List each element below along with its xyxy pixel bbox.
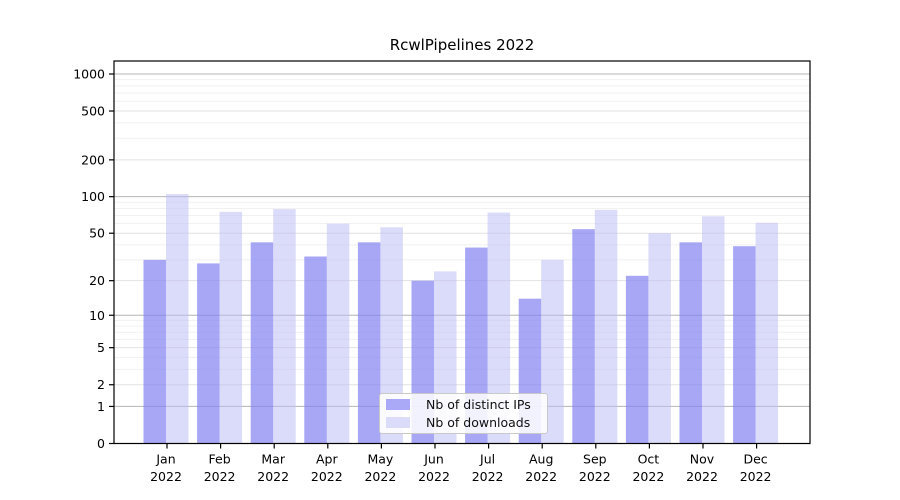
- x-tick-label-year: 2022: [525, 469, 557, 484]
- x-tick-label-month: Oct: [638, 452, 660, 467]
- legend-swatch-ips: [386, 399, 410, 410]
- y-tick-label: 0: [97, 436, 105, 451]
- x-tick-label-year: 2022: [579, 469, 611, 484]
- x-tick-label-year: 2022: [632, 469, 664, 484]
- legend: Nb of distinct IPs Nb of downloads: [379, 393, 548, 434]
- x-tick-label-month: Dec: [743, 452, 767, 467]
- x-tick-label-month: Mar: [261, 452, 285, 467]
- y-tick-label: 500: [81, 104, 105, 119]
- bar-ips-mar: [250, 242, 274, 444]
- x-tick-label-month: Feb: [209, 452, 231, 467]
- bar-ips-may: [357, 242, 381, 444]
- x-tick-label-month: Sep: [583, 452, 607, 467]
- x-tick-label-year: 2022: [740, 469, 772, 484]
- bar-downloads-jul: [487, 212, 511, 444]
- y-tick-label: 20: [89, 273, 105, 288]
- y-tick-label: 50: [89, 226, 105, 241]
- y-tick-label: 1: [97, 399, 105, 414]
- y-tick-label: 200: [81, 152, 105, 167]
- x-tick-label-month: Jan: [155, 452, 175, 467]
- x-tick-label-year: 2022: [686, 469, 718, 484]
- y-tick-label: 10: [89, 308, 105, 323]
- bar-downloads-feb: [219, 211, 243, 444]
- bar-downloads-jan: [166, 194, 189, 444]
- bar-downloads-oct: [648, 233, 671, 444]
- bar-ips-oct: [625, 275, 649, 444]
- chart-title: RcwlPipelines 2022: [389, 36, 535, 54]
- y-tick-label: 5: [97, 340, 105, 355]
- x-tick-label-month: Apr: [316, 452, 338, 467]
- x-tick-label-year: 2022: [150, 469, 182, 484]
- bar-ips-sep: [572, 229, 595, 444]
- x-tick-label-year: 2022: [418, 469, 450, 484]
- bar-ips-jan: [143, 259, 166, 444]
- bar-ips-nov: [679, 242, 702, 444]
- y-tick-label: 100: [81, 189, 105, 204]
- y-tick-label: 1000: [73, 67, 105, 82]
- legend-entry-downloads: Nb of downloads: [380, 415, 547, 430]
- x-tick-label-month: Nov: [690, 452, 715, 467]
- bar-downloads-apr: [326, 223, 350, 444]
- bar-downloads-mar: [273, 209, 296, 444]
- x-tick-label-month: Jun: [423, 452, 444, 467]
- x-tick-label-month: May: [367, 452, 393, 467]
- x-tick-label-month: Aug: [529, 452, 553, 467]
- x-tick-label-year: 2022: [311, 469, 343, 484]
- bar-downloads-may: [380, 227, 403, 444]
- x-tick-label-year: 2022: [472, 469, 504, 484]
- bar-downloads-nov: [702, 216, 725, 444]
- bar-ips-apr: [304, 256, 327, 444]
- x-tick-label-year: 2022: [204, 469, 236, 484]
- bar-ips-feb: [197, 263, 220, 444]
- bar-ips-dec: [733, 246, 756, 444]
- x-tick-label-month: Jul: [479, 452, 495, 467]
- legend-entry-ips: Nb of distinct IPs: [380, 397, 547, 412]
- bar-downloads-sep: [594, 209, 618, 444]
- legend-label-downloads: Nb of downloads: [426, 415, 531, 430]
- x-tick-label-year: 2022: [364, 469, 396, 484]
- x-tick-label-year: 2022: [257, 469, 289, 484]
- legend-swatch-downloads: [386, 417, 410, 428]
- plot-border: [113, 60, 811, 445]
- y-tick-label: 2: [97, 377, 105, 392]
- legend-label-ips: Nb of distinct IPs: [426, 397, 531, 412]
- bar-downloads-dec: [755, 222, 779, 444]
